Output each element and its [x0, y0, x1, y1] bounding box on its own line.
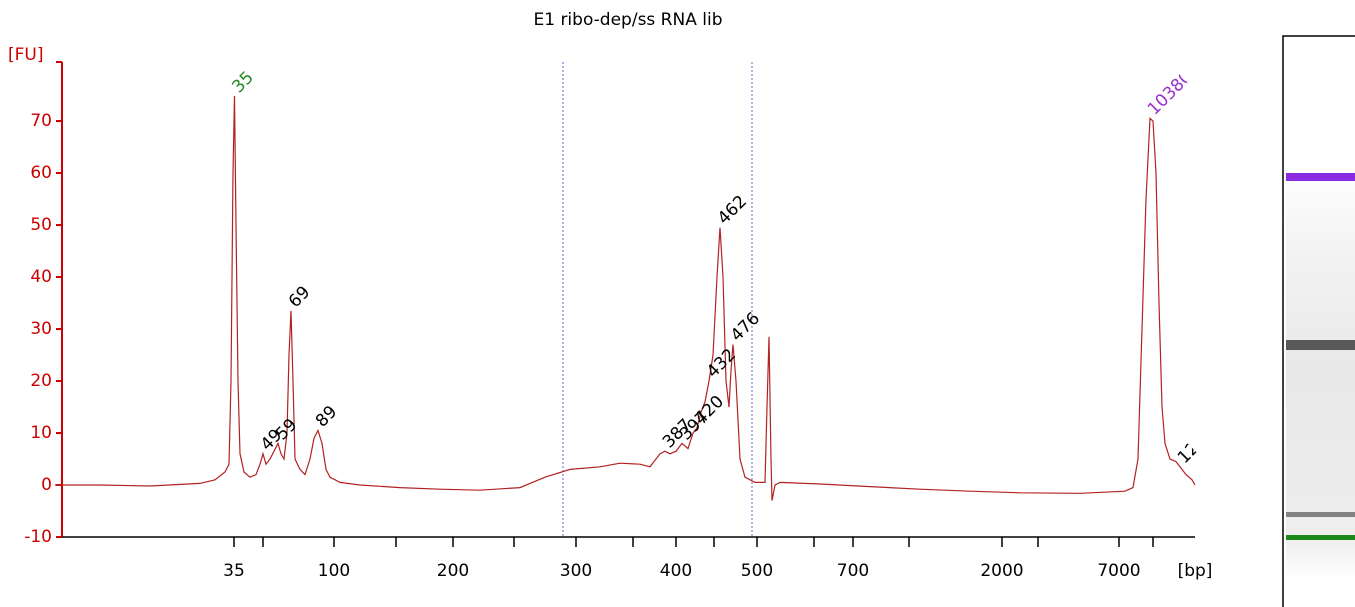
y-tick-label: 70: [30, 111, 52, 131]
peak-label: 120: [1174, 431, 1211, 468]
gel-lane: [1282, 35, 1355, 607]
x-tick-label: 100: [318, 561, 350, 581]
y-tick-label: 50: [30, 215, 52, 235]
y-tick-label: 10: [30, 423, 52, 443]
y-tick-label: 0: [41, 475, 52, 495]
peak-label: 89: [312, 402, 341, 431]
peak-label: 462: [714, 192, 751, 229]
y-axis-label: [FU]: [8, 45, 44, 65]
y-tick-label: 40: [30, 267, 52, 287]
x-tick-label: 200: [437, 561, 469, 581]
y-tick-label: 60: [30, 163, 52, 183]
y-tick-label: 20: [30, 371, 52, 391]
x-tick-label: 7000: [1097, 561, 1140, 581]
y-tick-label: 30: [30, 319, 52, 339]
x-tick-label: 500: [741, 561, 773, 581]
peak-label: 432: [703, 345, 740, 382]
x-tick-label: 2000: [980, 561, 1023, 581]
x-tick-label: 35: [223, 561, 245, 581]
x-tick-label: 300: [560, 561, 592, 581]
peak-label: 476: [727, 309, 764, 346]
plot-area: -10 0 10 20 30 40 50 60 70 35 100 200 300 400 500 700 20…: [24, 61, 1211, 581]
x-tick-label: 400: [660, 561, 692, 581]
peak-label: 10380: [1144, 67, 1196, 119]
x-axis-label: [bp]: [1178, 561, 1213, 581]
x-tick-label: 700: [837, 561, 869, 581]
trace: [55, 95, 1196, 501]
y-tick-label: -10: [24, 527, 52, 547]
peak-label: 69: [285, 282, 314, 311]
peak-label: 35: [228, 68, 257, 97]
chart-title: E1 ribo-dep/ss RNA lib: [533, 10, 722, 30]
